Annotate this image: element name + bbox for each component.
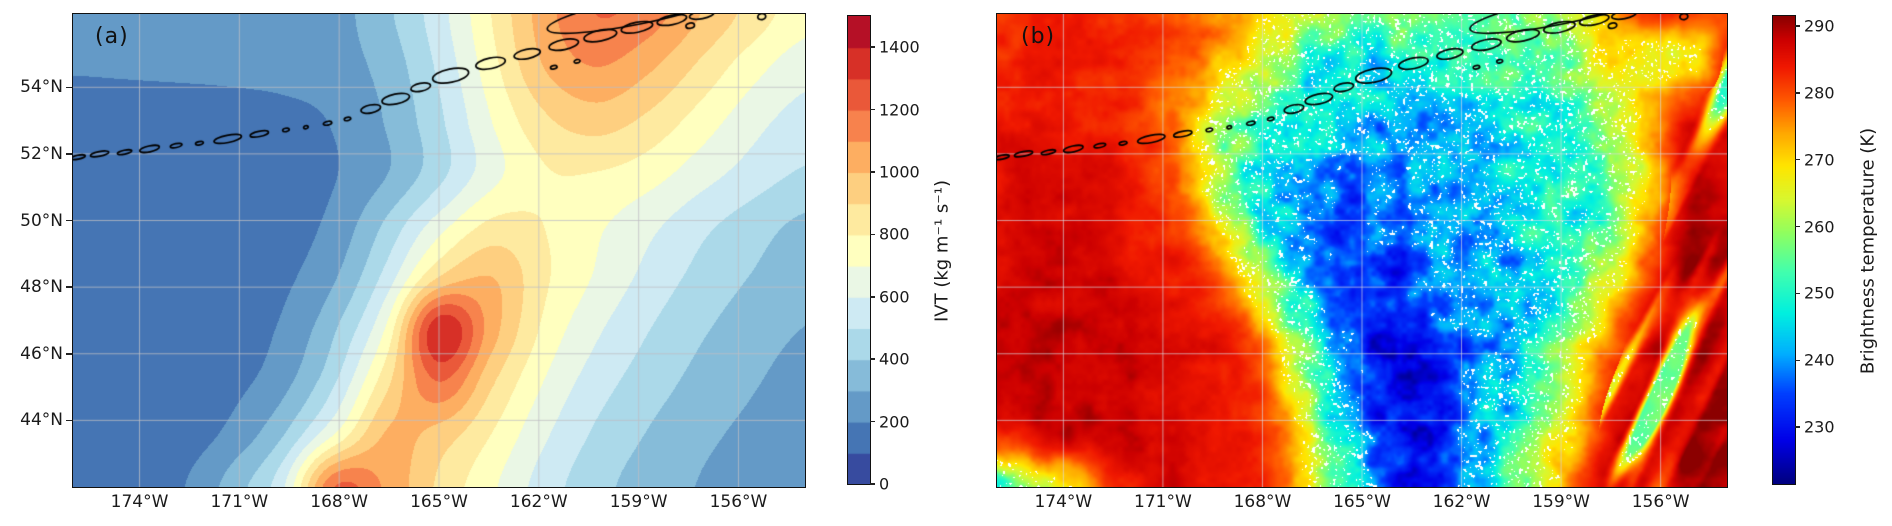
y-tick-label: 50°N xyxy=(20,210,63,231)
y-tick-label: 48°N xyxy=(20,277,63,298)
x-tick-label: 171°W xyxy=(1134,492,1192,512)
y-tick-label: 52°N xyxy=(20,143,63,164)
colorbar-tick-label: 1400 xyxy=(879,37,920,57)
colorbar-tick-mark xyxy=(1795,292,1800,295)
ivt-map-canvas xyxy=(73,14,805,487)
y-tick-label: 46°N xyxy=(20,343,63,364)
x-tick-label: 156°W xyxy=(1631,492,1690,512)
x-tick-label: 156°W xyxy=(709,492,768,512)
colorbar-tick-mark xyxy=(870,46,875,48)
x-tick-label: 174°W xyxy=(110,492,169,512)
colorbar-tick-mark xyxy=(1795,359,1800,362)
colorbar-tick-label: 1000 xyxy=(879,162,920,182)
colorbar-tick-mark xyxy=(1795,158,1800,161)
colorbar-tick-label: 200 xyxy=(879,412,910,432)
colorbar-tick-label: 280 xyxy=(1804,83,1835,103)
y-tick-mark xyxy=(66,153,72,155)
x-tick-label: 168°W xyxy=(1233,492,1292,512)
colorbar-tick-label: 290 xyxy=(1804,16,1835,36)
colorbar-tick-mark xyxy=(1795,92,1800,94)
colorbar-tick-mark xyxy=(1795,25,1800,27)
colorbar-tick-label: 260 xyxy=(1804,217,1835,237)
colorbar-tick-mark xyxy=(870,296,875,298)
colorbar-tick-label: 0 xyxy=(879,474,890,494)
x-tick-label: 162°W xyxy=(1432,492,1491,512)
colorbar-tick-mark xyxy=(1795,426,1800,428)
brightness-temperature-colorbar-canvas xyxy=(1773,16,1795,484)
y-tick-mark xyxy=(66,219,72,222)
x-tick-label: 159°W xyxy=(609,492,668,512)
colorbar-tick-label: 230 xyxy=(1804,417,1835,437)
y-tick-mark xyxy=(66,286,72,288)
brightness-temperature-colorbar-axis-label: Brightness temperature (K) xyxy=(1857,127,1879,374)
x-tick-label: 159°W xyxy=(1532,492,1590,512)
colorbar-tick-label: 400 xyxy=(879,349,910,369)
colorbar-tick-mark xyxy=(870,420,875,423)
x-tick-label: 165°W xyxy=(1333,492,1391,512)
colorbar-tick-mark xyxy=(870,171,875,173)
colorbar-tick-label: 600 xyxy=(879,287,910,307)
ivt-colorbar-canvas xyxy=(848,16,870,484)
colorbar-tick-mark xyxy=(870,108,875,111)
x-tick-label: 162°W xyxy=(509,492,568,512)
colorbar-tick-label: 800 xyxy=(879,224,910,244)
colorbar-tick-mark xyxy=(870,233,875,236)
x-tick-label: 165°W xyxy=(410,492,468,512)
y-tick-label: 54°N xyxy=(20,77,63,98)
colorbar-tick-mark xyxy=(870,358,875,360)
y-tick-mark xyxy=(66,353,72,355)
colorbar-tick-label: 240 xyxy=(1804,350,1835,370)
panel-b-letter: (b) xyxy=(1021,24,1056,49)
colorbar-tick-label: 1200 xyxy=(879,100,920,120)
brightness-temperature-map-canvas xyxy=(997,14,1727,487)
x-tick-label: 168°W xyxy=(310,492,369,512)
y-tick-mark xyxy=(66,86,72,89)
colorbar-tick-label: 250 xyxy=(1804,283,1835,303)
x-tick-label: 174°W xyxy=(1034,492,1093,512)
x-tick-label: 171°W xyxy=(210,492,269,512)
y-tick-label: 44°N xyxy=(20,410,63,431)
ivt-colorbar-axis-label: IVT (kg m⁻¹ s⁻¹) xyxy=(931,179,953,322)
panel-a-letter: (a) xyxy=(95,24,129,49)
colorbar-tick-mark xyxy=(1795,225,1800,228)
colorbar-tick-mark xyxy=(870,483,875,485)
colorbar-tick-label: 270 xyxy=(1804,150,1835,170)
y-tick-mark xyxy=(66,419,72,422)
